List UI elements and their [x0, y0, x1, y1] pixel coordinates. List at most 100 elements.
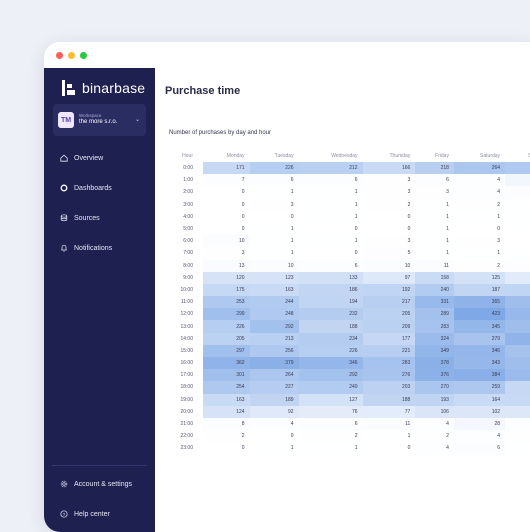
heatmap-hour-label: 12:00 — [180, 311, 193, 318]
heatmap-hour-label: 23:00 — [180, 445, 193, 452]
heatmap-row: 15:00 297256226221349346285 — [165, 344, 530, 357]
heatmap-cell: 171 — [203, 162, 250, 175]
heatmap-cell: 6 — [298, 259, 363, 272]
heatmap-cell: 226 — [203, 320, 250, 333]
heatmap-cell: 349 — [415, 344, 454, 357]
heatmap-cell: 379 — [249, 357, 299, 370]
heatmap-cell: 244 — [249, 296, 299, 309]
heatmap-cell: 0 — [362, 222, 416, 236]
minimize-window-button[interactable] — [68, 51, 75, 59]
logo[interactable]: binarbase — [62, 80, 145, 96]
heatmap-hour-label: 21:00 — [180, 421, 193, 428]
heatmap-cell: 4 — [453, 430, 506, 443]
heatmap-cell: 168 — [505, 393, 530, 406]
heatmap-column-header: Saturday — [480, 153, 501, 159]
bell-icon — [60, 244, 68, 252]
heatmap-cell: 331 — [415, 296, 454, 309]
heatmap-cell: 10 — [203, 235, 250, 248]
heatmap-cell: 205 — [203, 332, 250, 345]
heatmap-row: 14:00 205213234177324279360 — [165, 332, 530, 345]
sidebar-item-sources[interactable]: Sources — [60, 214, 100, 222]
heatmap-cell: 82 — [505, 271, 530, 284]
heatmap-row: 8:0013106101125 — [165, 259, 530, 272]
sidebar-item-account-settings[interactable]: Account & settings — [60, 480, 132, 488]
main-content: Purchase time Number of purchases by day… — [155, 68, 530, 532]
heatmap-cell: 248 — [249, 308, 299, 321]
heatmap-cell: 2 — [453, 259, 506, 272]
heatmap-column-header: Wednesday — [331, 153, 358, 159]
sidebar: binarbase TM Workspace the more s.r.o. ⌄… — [44, 68, 155, 532]
heatmap-row: 13:00 226292188209283345307 — [165, 320, 530, 333]
app-window: binarbase TM Workspace the more s.r.o. ⌄… — [44, 42, 530, 532]
heatmap-cell: 163 — [249, 283, 299, 297]
sidebar-item-label: Account & settings — [74, 480, 132, 488]
heatmap-cell: 2 — [362, 198, 416, 211]
heatmap-cell: 173 — [505, 381, 530, 394]
heatmap-column-header: Monday — [226, 153, 245, 159]
heatmap-row: 19:00 163189127188193164168 — [165, 393, 530, 406]
heatmap-cell: 0 — [249, 210, 299, 223]
heatmap-cell: 1 — [453, 247, 506, 260]
heatmap-hour-label: 5:00 — [183, 226, 193, 233]
heatmap-cell: 127 — [298, 393, 363, 406]
heatmap-cell: 2 — [203, 430, 250, 443]
heatmap-cell: 270 — [415, 381, 454, 394]
heatmap-cell: 1 — [415, 198, 454, 211]
heatmap-cell: 226 — [298, 344, 363, 357]
heatmap-cell: 346 — [453, 344, 506, 357]
heatmap-cell: 1 — [249, 186, 299, 199]
heatmap-column-header: Friday — [435, 153, 449, 159]
heatmap-cell: 3 — [203, 247, 250, 260]
heatmap-row: 7:003105111 — [165, 247, 530, 260]
heatmap-cell: 304 — [505, 357, 530, 370]
heatmap-hour-label: 2:00 — [183, 189, 193, 196]
heatmap-row: 5:000100101 — [165, 222, 530, 236]
heatmap-cell: 362 — [203, 357, 250, 370]
sidebar-item-help-center[interactable]: ? Help center — [60, 510, 110, 518]
sidebar-item-dashboards[interactable]: Dashboards — [60, 184, 112, 192]
heatmap-cell: 0 — [453, 222, 506, 236]
sidebar-item-overview[interactable]: Overview — [60, 154, 103, 162]
heatmap-column-header: Thursday — [389, 153, 411, 159]
heatmap-cell: 1 — [415, 222, 454, 236]
heatmap-row: 2:000113345 — [165, 186, 530, 199]
heatmap-cell: 0 — [203, 198, 250, 211]
maximize-window-button[interactable] — [80, 51, 87, 59]
heatmap-cell: 297 — [203, 344, 250, 357]
heatmap-cell: 384 — [453, 369, 506, 382]
heatmap-cell: 378 — [415, 357, 454, 370]
heatmap-cell: 76 — [298, 405, 363, 418]
heatmap-cell: 11 — [362, 417, 416, 431]
heatmap-row-header: Hour — [182, 153, 193, 159]
heatmap-cell: 100 — [505, 405, 530, 418]
heatmap-cell: 189 — [249, 393, 299, 406]
chart-title: Number of purchases by day and hour — [169, 130, 272, 136]
heatmap-cell: 254 — [203, 381, 250, 394]
heatmap-cell: 1 — [298, 442, 363, 455]
sidebar-item-label: Sources — [74, 214, 100, 222]
heatmap-cell: 164 — [453, 393, 506, 406]
heatmap-cell: 0 — [203, 442, 250, 455]
heatmap-row: 12:00 299248232205289423337 — [165, 308, 530, 321]
logo-text: binarbase — [82, 80, 146, 96]
heatmap-cell: 5 — [505, 186, 530, 199]
heatmap-hour-label: 19:00 — [180, 396, 193, 403]
heatmap-cell: 1 — [362, 430, 416, 443]
heatmap-cell: 209 — [362, 320, 416, 333]
sidebar-item-notifications[interactable]: Notifications — [60, 244, 112, 252]
heatmap-hour-label: 16:00 — [180, 360, 193, 367]
heatmap-hour-label: 8:00 — [183, 262, 193, 269]
heatmap-cell: 289 — [415, 308, 454, 321]
sidebar-item-label: Help center — [74, 510, 110, 518]
workspace-label: Workspace — [79, 113, 102, 119]
heatmap-row: 0:00 171226212166218264247 — [165, 162, 530, 175]
heatmap-hour-label: 1:00 — [183, 177, 193, 184]
heatmap-row: 4:000010111 — [165, 210, 530, 223]
workspace-name: the more s.r.o. — [79, 119, 118, 126]
sidebar-item-label: Notifications — [74, 244, 113, 252]
close-window-button[interactable] — [56, 51, 63, 59]
heatmap-cell: 1 — [505, 222, 530, 236]
heatmap-column-header: Tuesday — [274, 153, 294, 159]
workspace-switcher[interactable]: TM Workspace the more s.r.o. ⌄ — [53, 104, 146, 136]
